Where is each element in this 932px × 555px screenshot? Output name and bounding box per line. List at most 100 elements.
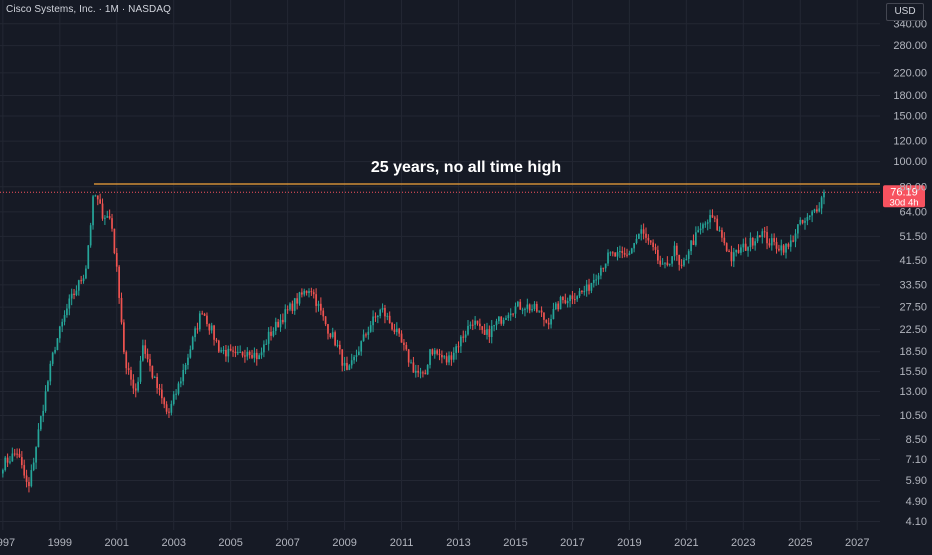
candle-body	[559, 296, 562, 310]
candle-body	[149, 359, 151, 366]
candle-body	[479, 323, 481, 327]
candle-body	[134, 388, 137, 391]
candle-body	[687, 251, 690, 259]
candle-body	[429, 349, 431, 365]
candle-body	[545, 319, 548, 323]
candle-body	[179, 381, 182, 384]
y-tick-label: 22.50	[899, 324, 927, 336]
candle-body	[172, 394, 175, 404]
candle-body	[778, 248, 780, 251]
candle-body	[464, 334, 467, 338]
candle-body	[436, 350, 439, 354]
candle-body	[410, 362, 412, 364]
candle-body	[305, 290, 308, 294]
candle-body	[303, 290, 306, 295]
candle-body	[483, 329, 486, 335]
candle-body	[422, 372, 424, 374]
candle-body	[170, 403, 173, 413]
candle-body	[450, 355, 453, 360]
candle-body	[419, 372, 422, 374]
candle-body	[232, 350, 234, 352]
candle-body	[66, 308, 68, 316]
candle-body	[39, 416, 42, 430]
candle-body	[448, 355, 450, 363]
x-tick-label: 2025	[788, 537, 812, 549]
candle-body	[241, 351, 244, 356]
candle-body	[348, 365, 351, 370]
candle-body	[137, 381, 139, 391]
candle-body	[725, 243, 728, 251]
candle-body	[789, 240, 792, 247]
candle-body	[649, 240, 652, 243]
candle-body	[557, 303, 560, 310]
candle-body	[123, 322, 125, 353]
candle-body	[82, 278, 85, 282]
candle-body	[201, 313, 204, 315]
candle-body	[260, 352, 263, 356]
last-price-value: 76.19	[890, 186, 918, 198]
candle-body	[324, 316, 327, 325]
candle-body	[604, 263, 607, 269]
candle-body	[6, 457, 9, 463]
candle-body	[690, 240, 692, 252]
candle-body	[42, 410, 45, 417]
candle-body	[229, 348, 232, 351]
candle-body	[336, 344, 339, 346]
candle-body	[320, 303, 322, 311]
candle-body	[756, 235, 759, 242]
candle-body	[571, 295, 574, 300]
candle-body	[353, 356, 355, 361]
y-tick-label: 27.50	[899, 302, 927, 314]
candle-body	[780, 245, 783, 251]
candle-body	[236, 352, 239, 354]
currency-button[interactable]: USD	[886, 3, 924, 21]
candle-body	[616, 252, 619, 257]
candle-body	[486, 329, 488, 335]
candle-body	[108, 216, 111, 219]
candle-body	[343, 362, 346, 366]
candle-body	[732, 252, 735, 262]
y-tick-label: 340.00	[893, 18, 927, 30]
y-tick-label: 64.00	[899, 206, 927, 218]
candle-body	[744, 243, 747, 251]
y-tick-label: 51.50	[899, 231, 927, 243]
candle-body	[279, 319, 282, 328]
y-tick-label: 7.10	[906, 454, 927, 466]
candle-body	[716, 218, 719, 231]
candle-body	[816, 209, 818, 212]
y-tick-label: 41.50	[899, 255, 927, 267]
candle-body	[234, 351, 237, 354]
candle-body	[30, 470, 33, 487]
candle-body	[792, 240, 794, 242]
x-tick-label: 2011	[390, 537, 414, 549]
candle-body	[151, 365, 154, 378]
candle-body	[92, 196, 94, 226]
x-tick-label: 2003	[161, 537, 185, 549]
candle-body	[225, 349, 227, 357]
candle-body	[365, 334, 367, 336]
candle-body	[274, 321, 277, 332]
candle-body	[334, 332, 336, 346]
candle-body	[210, 325, 213, 331]
candle-body	[630, 248, 633, 254]
candle-body	[737, 249, 740, 253]
candle-body	[592, 279, 595, 283]
candle-body	[104, 217, 106, 219]
last-price-label	[883, 185, 925, 208]
candle-body	[362, 334, 365, 342]
candle-body	[438, 353, 441, 355]
candle-body	[531, 309, 533, 311]
candlestick-series	[1, 189, 825, 493]
candle-body	[168, 411, 170, 413]
candle-body	[161, 389, 163, 399]
candle-body	[75, 290, 78, 296]
candle-body	[414, 370, 417, 373]
candle-body	[267, 331, 270, 344]
x-tick-label: 2023	[731, 537, 755, 549]
candle-body	[607, 252, 609, 264]
candle-body	[258, 355, 261, 360]
candle-body	[467, 325, 469, 335]
candle-body	[675, 245, 678, 255]
